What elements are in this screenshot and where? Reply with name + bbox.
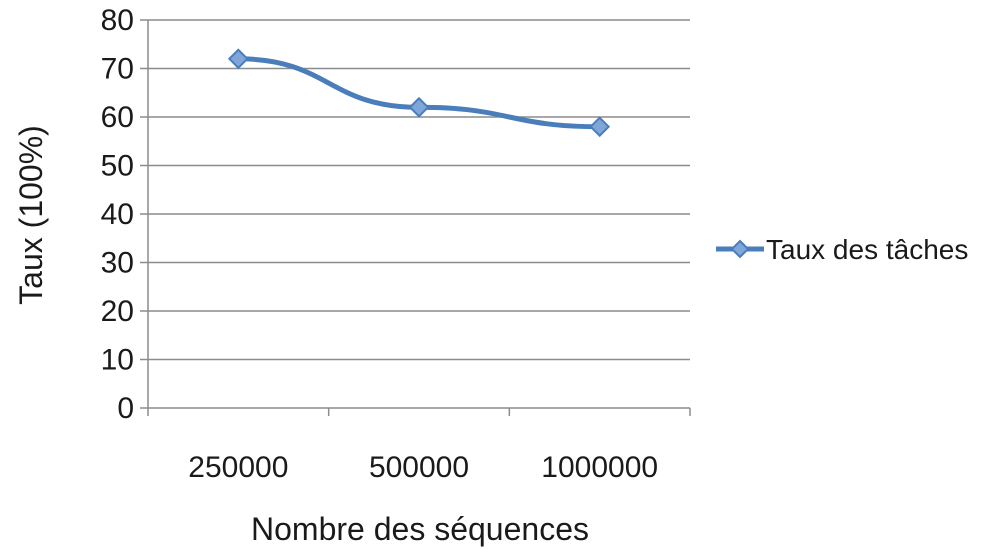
x-axis-ticks: 250000 500000 1000000 <box>147 408 691 484</box>
y-tick-label: 30 <box>101 247 134 280</box>
legend-label: Taux des tâches <box>766 234 968 265</box>
data-point <box>408 96 430 118</box>
x-axis-title: Nombre des séquences <box>251 511 589 547</box>
x-tick-label: 250000 <box>188 451 288 484</box>
x-tick-label: 1000000 <box>541 451 658 484</box>
data-point <box>227 48 249 70</box>
y-tick-label: 60 <box>101 101 134 134</box>
data-point <box>589 116 611 138</box>
series-group <box>227 48 611 138</box>
y-axis-title: Taux (100%) <box>13 125 49 305</box>
gridlines <box>148 19 690 361</box>
y-tick-label: 10 <box>101 344 134 377</box>
y-tick-label: 0 <box>117 392 134 425</box>
x-tick-label: 500000 <box>369 451 469 484</box>
y-tick-label: 50 <box>101 150 134 183</box>
legend-marker <box>730 239 750 259</box>
y-tick-label: 70 <box>101 53 134 86</box>
legend: Taux des tâches <box>716 234 968 265</box>
y-axis-ticks: 0 10 20 30 40 50 60 70 80 <box>101 4 148 425</box>
y-tick-label: 40 <box>101 198 134 231</box>
y-tick-label: 80 <box>101 4 134 37</box>
y-tick-label: 20 <box>101 295 134 328</box>
